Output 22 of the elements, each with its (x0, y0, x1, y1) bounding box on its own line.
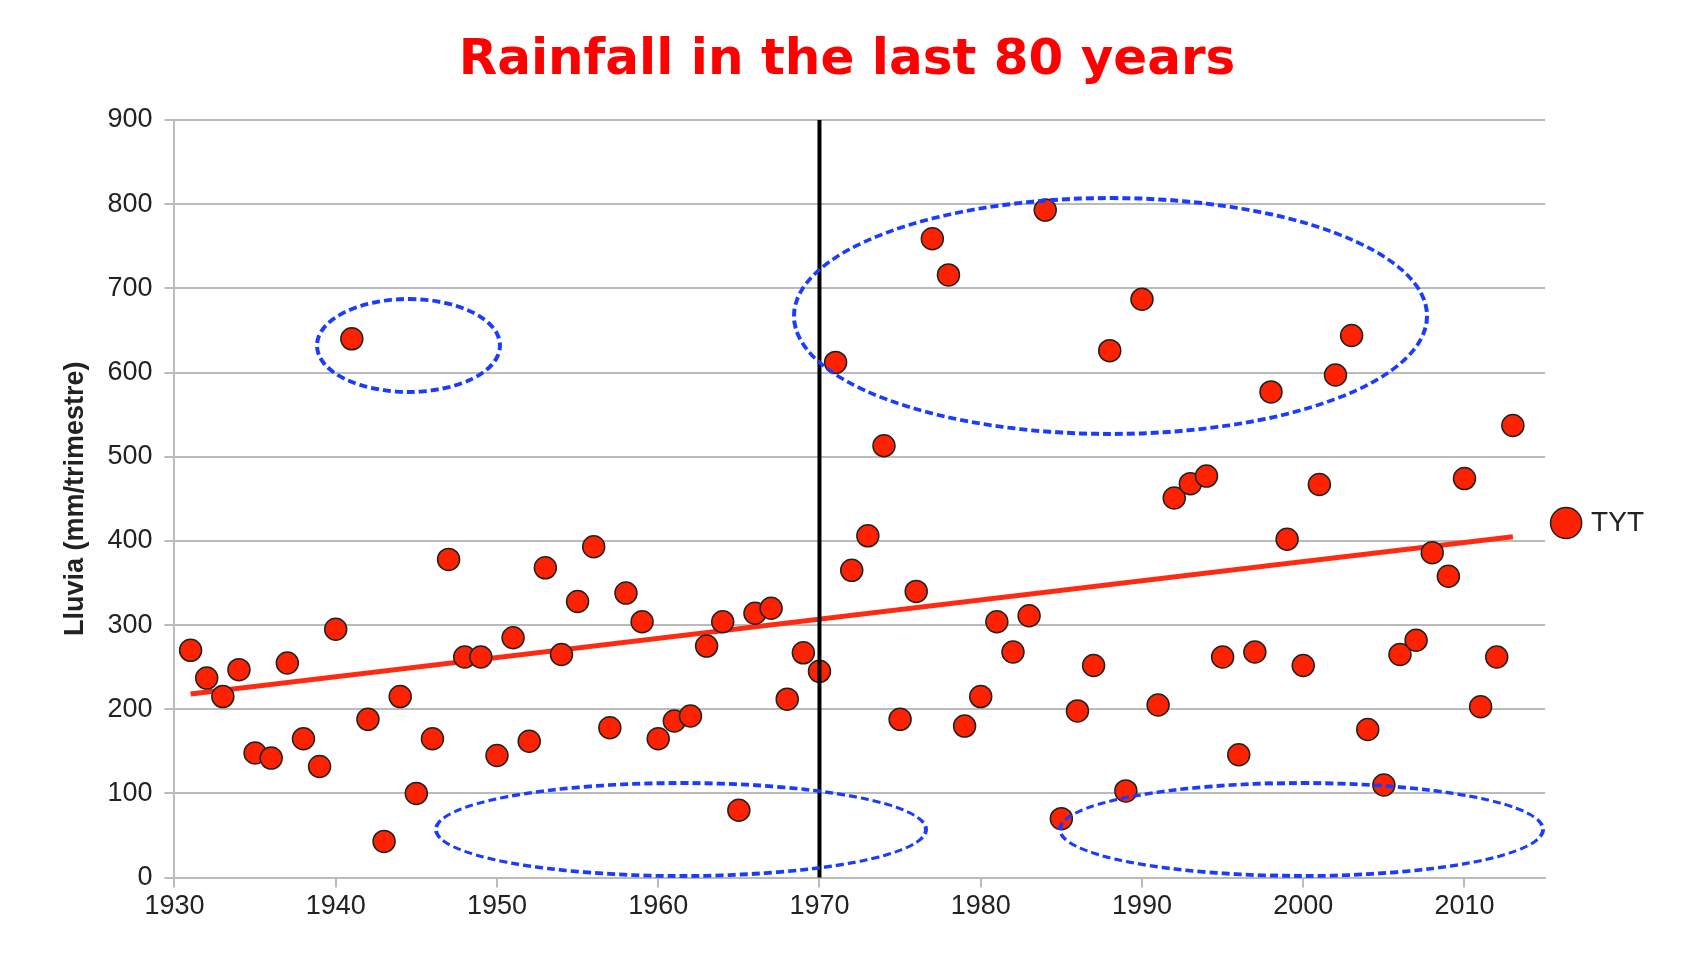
y-axis-title: Lluvia (mm/trimestre) (58, 361, 89, 637)
y-tick-label: 600 (107, 355, 153, 386)
y-tick-label: 900 (107, 103, 153, 134)
y-tick-label: 200 (107, 692, 153, 723)
x-tick-label: 1940 (305, 890, 366, 921)
y-tick-label: 500 (107, 440, 153, 471)
x-tick-label: 1950 (466, 890, 527, 921)
legend-label: TYT (1591, 505, 1645, 537)
x-tick-label: 1980 (950, 890, 1011, 921)
y-tick-label: 100 (107, 776, 153, 807)
x-tick-label: 1960 (628, 890, 689, 921)
y-tick-label: 800 (107, 187, 153, 218)
x-tick-label: 1990 (1111, 890, 1173, 921)
x-tick-label: 2000 (1273, 890, 1334, 921)
y-tick-label: 400 (107, 524, 153, 555)
x-tick-label: 1970 (789, 890, 850, 921)
x-tick-label: 1930 (144, 890, 205, 921)
y-tick-label: 0 (137, 861, 153, 892)
x-tick-label: 2010 (1434, 890, 1495, 921)
chart-title: Rainfall in the last 80 years (457, 28, 1237, 86)
y-tick-label: 300 (107, 608, 153, 639)
y-tick-label: 700 (107, 271, 153, 302)
